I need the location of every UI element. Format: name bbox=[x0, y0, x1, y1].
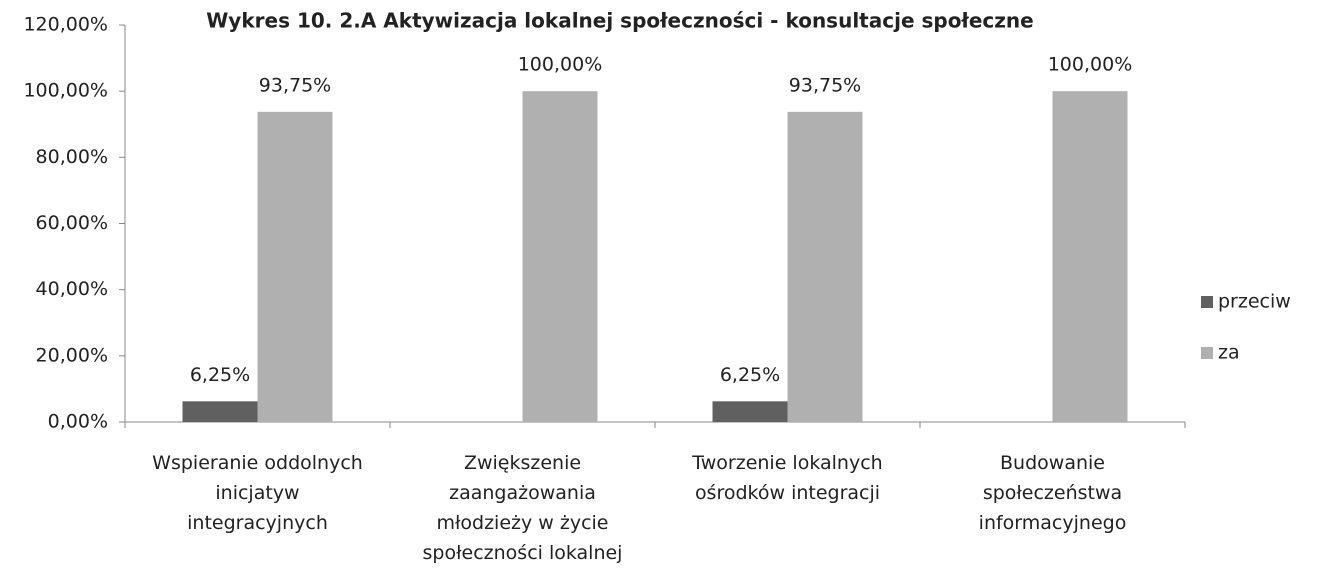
y-tick-label: 20,00% bbox=[36, 344, 108, 366]
bar bbox=[522, 91, 598, 423]
y-tick-label: 120,00% bbox=[23, 14, 108, 36]
bar bbox=[182, 401, 258, 422]
y-tick-label: 80,00% bbox=[36, 146, 108, 168]
x-tick-label: Zwiększenie zaangażowania młodzieży w życi… bbox=[423, 452, 623, 564]
legend-label: za bbox=[1218, 342, 1240, 364]
y-tick-label: 40,00% bbox=[36, 278, 108, 300]
y-tick-label: 60,00% bbox=[36, 212, 108, 234]
x-tick-label: Tworzenie lokalnych ośrodków integracji bbox=[691, 452, 882, 504]
bar bbox=[787, 111, 863, 422]
legend-swatch bbox=[1201, 347, 1213, 359]
data-label: 100,00% bbox=[1048, 54, 1133, 76]
y-tick-label: 0,00% bbox=[48, 411, 108, 433]
legend-swatch bbox=[1201, 296, 1213, 308]
bar bbox=[257, 111, 333, 422]
data-label: 6,25% bbox=[190, 364, 250, 386]
legend-label: przeciw bbox=[1218, 291, 1291, 313]
data-label: 6,25% bbox=[720, 364, 780, 386]
data-label: 93,75% bbox=[259, 74, 331, 96]
x-tick-label: Budowanie społeczeństwa informacyjnego bbox=[979, 452, 1127, 534]
bar bbox=[712, 401, 788, 422]
chart-title: Wykres 10. 2.A Aktywizacja lokalnej społ… bbox=[206, 9, 1033, 33]
bar bbox=[1052, 91, 1128, 423]
data-label: 93,75% bbox=[789, 74, 861, 96]
y-tick-label: 100,00% bbox=[23, 80, 108, 102]
x-tick-label: Wspieranie oddolnych inicjatyw integracyjn… bbox=[152, 452, 363, 534]
data-label: 100,00% bbox=[518, 54, 603, 76]
